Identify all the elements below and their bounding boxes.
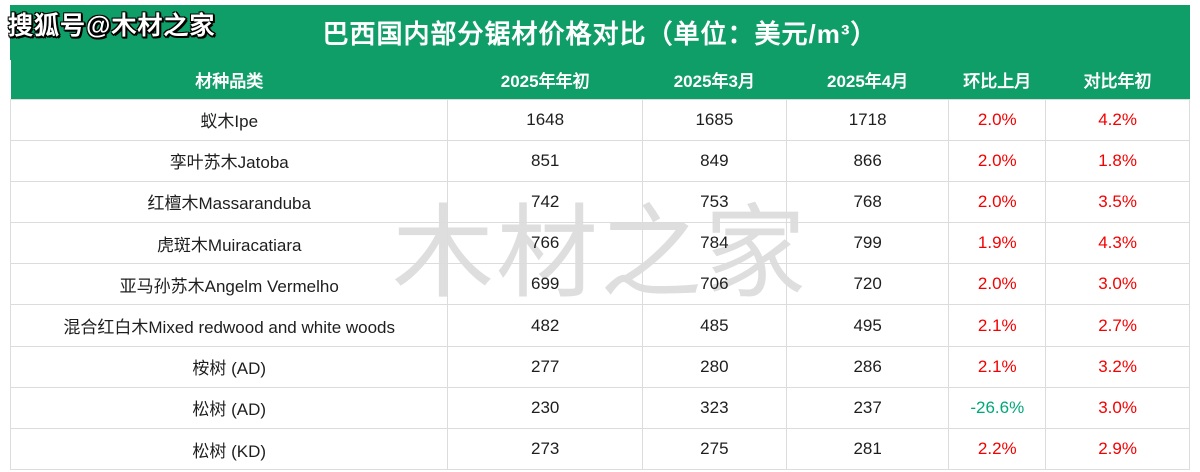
table-row: 松树 (KD) 273 275 281 2.2% 2.9% [9, 427, 1190, 471]
column-header-1: 材种品类 [10, 60, 448, 99]
price-april-cell: 281 [785, 427, 950, 471]
title-band: 巴西国内部分锯材价格对比（单位：美元/m³） [10, 5, 1190, 60]
species-cell: 虎斑木Muiracatiara [9, 222, 449, 265]
price-start-cell: 742 [447, 180, 643, 224]
price-start-cell: 277 [447, 345, 643, 388]
price-april-cell: 768 [785, 180, 950, 224]
price-march-cell: 784 [641, 222, 787, 265]
price-march-cell: 753 [641, 180, 787, 224]
column-header-5: 环比上月 [948, 60, 1046, 99]
species-cell: 松树 (KD) [9, 427, 449, 471]
table-row: 桉树 (AD) 277 280 286 2.1% 3.2% [9, 345, 1190, 388]
column-header-2: 2025年年初 [447, 60, 643, 99]
mom-change-cell: -26.6% [948, 386, 1047, 430]
price-march-cell: 323 [641, 386, 787, 430]
column-header-3: 2025年3月 [642, 60, 787, 99]
price-comparison-table: 巴西国内部分锯材价格对比（单位：美元/m³） 材种品类 2025年年初 2025年3… [9, 5, 1190, 471]
mom-change-cell: 2.1% [948, 304, 1047, 347]
price-april-cell: 1718 [785, 98, 950, 141]
species-cell: 松树 (AD) [9, 386, 449, 430]
table-row: 蚁木Ipe 1648 1685 1718 2.0% 4.2% [9, 98, 1190, 141]
price-table: 材种品类 2025年年初 2025年3月 2025年4月 环比上月 对比年初 蚁木Ipe 1… [9, 60, 1190, 471]
price-march-cell: 706 [641, 263, 787, 306]
price-march-cell: 485 [641, 304, 787, 347]
table-title: 巴西国内部分锯材价格对比（单位：美元/m³） [322, 19, 878, 49]
price-april-cell: 237 [785, 386, 950, 430]
species-cell: 混合红白木Mixed redwood and white woods [9, 304, 449, 347]
ytd-change-cell: 3.2% [1045, 345, 1190, 388]
species-cell: 孪叶苏木Jatoba [9, 139, 449, 182]
price-start-cell: 766 [447, 222, 643, 265]
ytd-change-cell: 1.8% [1045, 139, 1190, 182]
price-start-cell: 1648 [447, 98, 643, 141]
price-march-cell: 849 [641, 139, 787, 182]
mom-change-cell: 2.0% [948, 98, 1047, 141]
price-start-cell: 851 [447, 139, 643, 182]
mom-change-cell: 1.9% [948, 222, 1047, 265]
table-row: 混合红白木Mixed redwood and white woods 482 485… [9, 304, 1190, 347]
price-april-cell: 495 [785, 304, 950, 347]
price-april-cell: 866 [785, 139, 950, 182]
ytd-change-cell: 4.2% [1045, 98, 1190, 141]
ytd-change-cell: 4.3% [1045, 222, 1190, 265]
price-start-cell: 273 [447, 427, 643, 471]
price-april-cell: 799 [785, 222, 950, 265]
table-row: 虎斑木Muiracatiara 766 784 799 1.9% 4.3% [9, 222, 1190, 265]
species-cell: 红檀木Massaranduba [9, 180, 449, 224]
price-start-cell: 482 [447, 304, 643, 347]
price-start-cell: 699 [447, 263, 643, 306]
ytd-change-cell: 2.7% [1045, 304, 1190, 347]
ytd-change-cell: 2.9% [1045, 427, 1190, 471]
price-march-cell: 275 [641, 427, 787, 471]
species-cell: 桉树 (AD) [9, 345, 449, 388]
price-start-cell: 230 [447, 386, 643, 430]
column-header-6: 对比年初 [1045, 60, 1190, 99]
table-row: 孪叶苏木Jatoba 851 849 866 2.0% 1.8% [9, 139, 1190, 182]
table-row: 红檀木Massaranduba 742 753 768 2.0% 3.5% [9, 180, 1190, 224]
mom-change-cell: 2.0% [948, 180, 1047, 224]
mom-change-cell: 2.0% [948, 139, 1047, 182]
ytd-change-cell: 3.0% [1045, 263, 1190, 306]
column-header-row: 材种品类 2025年年初 2025年3月 2025年4月 环比上月 对比年初 [10, 60, 1190, 99]
species-cell: 蚁木Ipe [9, 98, 449, 141]
column-header-4: 2025年4月 [786, 60, 949, 99]
mom-change-cell: 2.0% [948, 263, 1047, 306]
mom-change-cell: 2.1% [948, 345, 1047, 388]
ytd-change-cell: 3.0% [1045, 386, 1190, 430]
price-march-cell: 1685 [641, 98, 787, 141]
species-cell: 亚马孙苏木Angelm Vermelho [9, 263, 449, 306]
mom-change-cell: 2.2% [948, 427, 1047, 471]
table-row: 松树 (AD) 230 323 237 -26.6% 3.0% [9, 386, 1190, 430]
price-march-cell: 280 [641, 345, 787, 388]
price-april-cell: 286 [785, 345, 950, 388]
table-row: 亚马孙苏木Angelm Vermelho 699 706 720 2.0% 3.0% [9, 263, 1190, 306]
price-april-cell: 720 [785, 263, 950, 306]
ytd-change-cell: 3.5% [1045, 180, 1190, 224]
sohu-account-watermark: 搜狐号@木材之家 [8, 12, 216, 40]
